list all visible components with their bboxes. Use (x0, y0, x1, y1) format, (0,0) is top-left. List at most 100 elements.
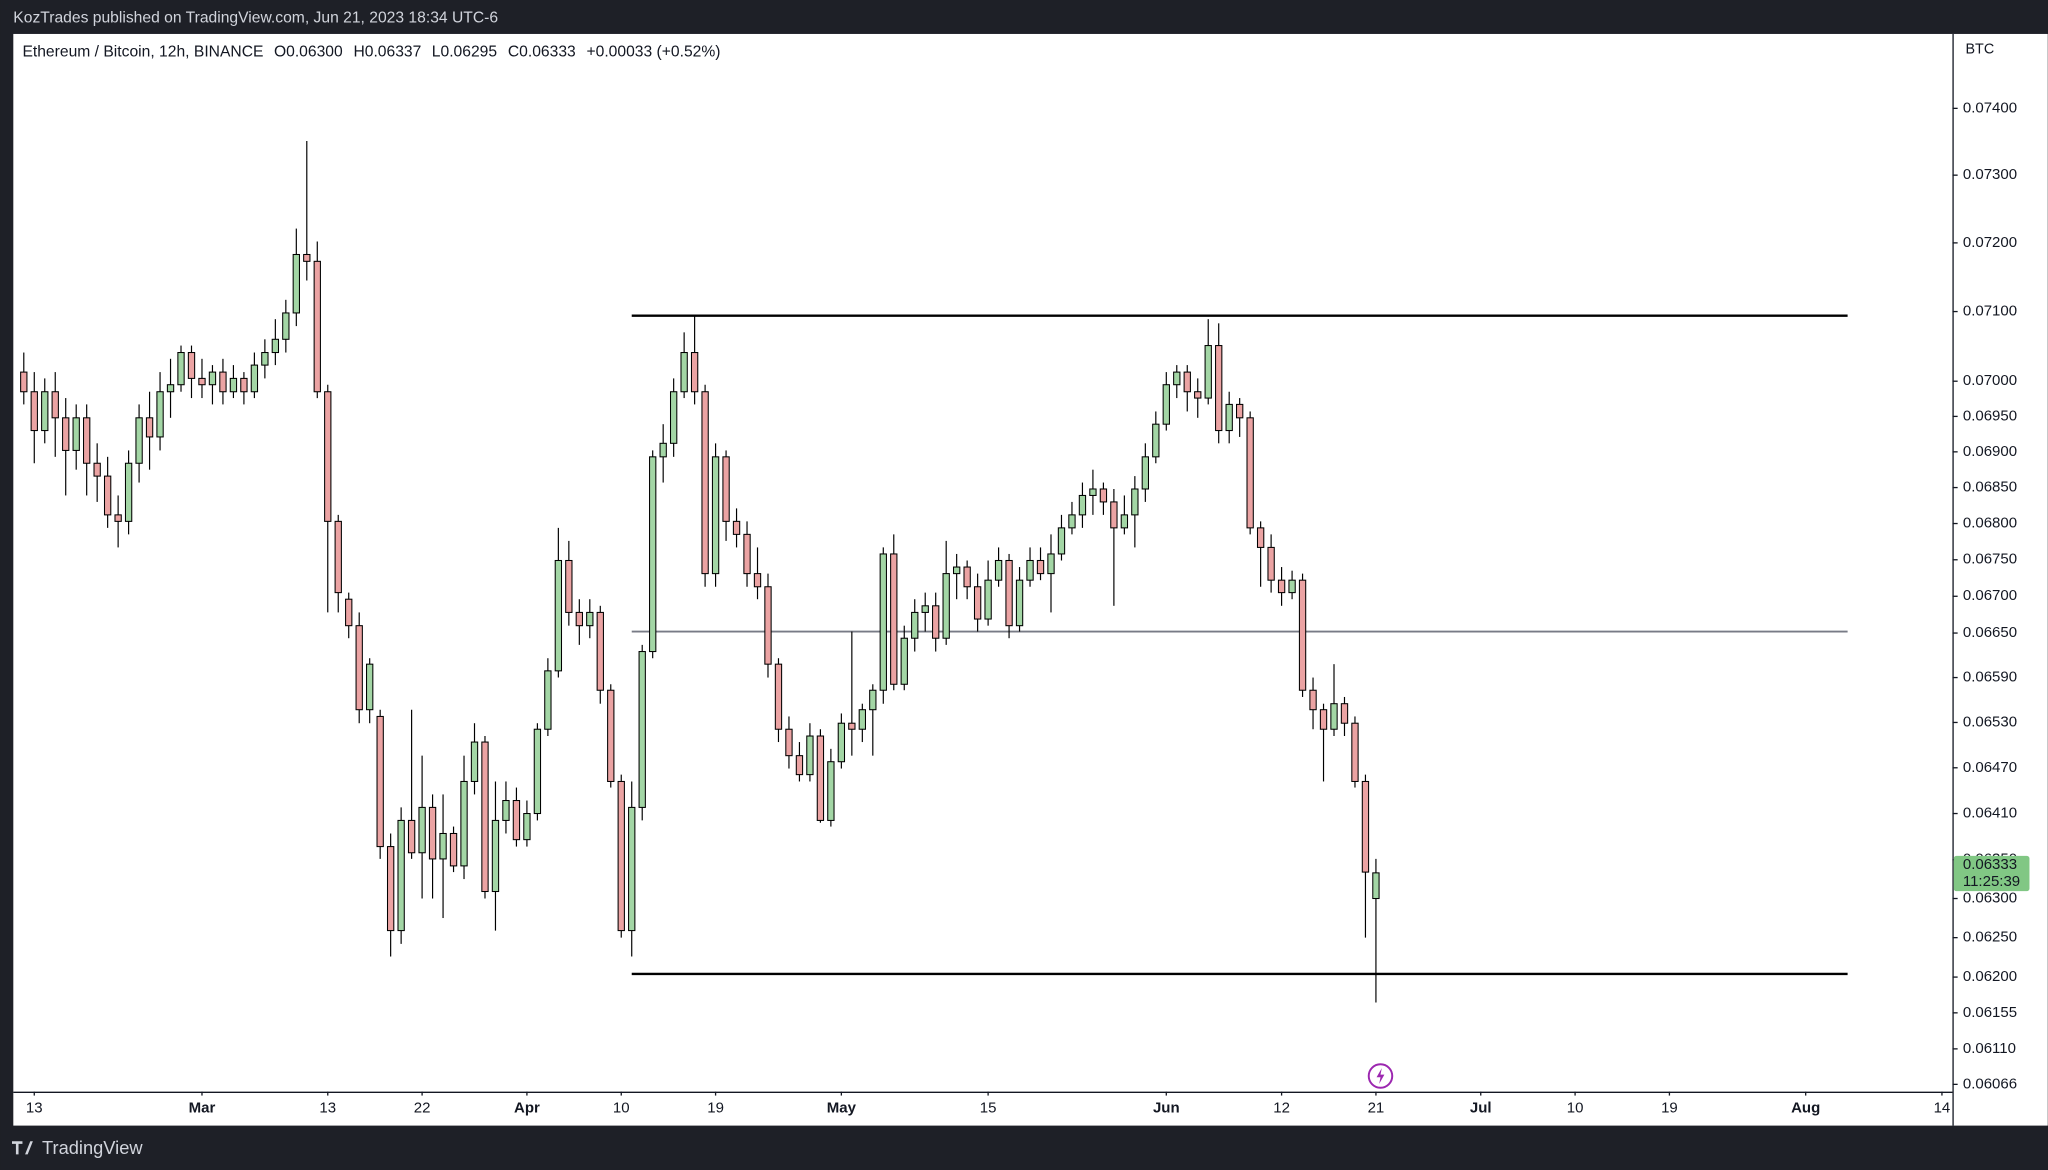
x-tick-label: 19 (1661, 1100, 1678, 1117)
candle-body (701, 391, 709, 575)
y-tick-label: 0.06800 (1963, 515, 2017, 532)
candle-body (1131, 488, 1139, 516)
candle-body (481, 741, 489, 893)
candle-body (680, 352, 688, 393)
candle-body (921, 605, 929, 613)
candle-body (439, 832, 447, 860)
candle-body (428, 806, 437, 860)
y-tick-label: 0.06590 (1963, 669, 2017, 686)
event-icon (1367, 1063, 1394, 1089)
candle-body (1068, 514, 1076, 529)
candle-body (1361, 780, 1370, 873)
candle-body (1173, 371, 1181, 386)
candle-body (407, 819, 416, 854)
candle-body (523, 813, 531, 841)
candle-body (911, 611, 919, 639)
candle-body (879, 553, 887, 691)
candle-body (932, 605, 940, 639)
y-tick-label: 0.06066 (1963, 1075, 2017, 1092)
legend-value: L0.06295 (432, 43, 498, 60)
candle-body (806, 735, 814, 776)
x-tick-label: Jul (1470, 1100, 1492, 1117)
x-tick-label: May (827, 1100, 857, 1117)
candle-body (785, 728, 793, 757)
y-tick-label: 0.07200 (1963, 234, 2017, 251)
x-tick-label: 14 (1934, 1100, 1951, 1117)
candle-body (334, 520, 342, 594)
candle-body (942, 573, 950, 639)
candle-body (271, 338, 280, 354)
candle-body (1120, 514, 1129, 529)
candle-body (366, 663, 374, 711)
y-tick-label: 0.07300 (1963, 166, 2017, 183)
legend-value: +0.00033 (+0.52%) (586, 43, 720, 60)
candle-body (460, 780, 468, 867)
candle-body (544, 670, 552, 730)
candle-body (994, 559, 1003, 581)
candle-body (1057, 527, 1066, 555)
candle-body (628, 806, 636, 932)
candle-body (1047, 553, 1055, 575)
y-tick-label: 0.06470 (1963, 759, 2017, 776)
candle-body (313, 260, 321, 393)
candle-body (743, 533, 751, 575)
legend-values: O0.06300 H0.06337 L0.06295 C0.06333 +0.00033… (274, 43, 721, 60)
candle-body (1246, 417, 1254, 529)
candle-body (292, 253, 300, 314)
candle-body (491, 819, 500, 893)
candle-body (1152, 423, 1160, 458)
candle-body (449, 832, 458, 867)
y-tick-label: 0.06650 (1963, 624, 2017, 641)
y-tick-label: 0.06110 (1963, 1040, 2016, 1057)
y-tick-label: 0.06200 (1963, 968, 2017, 985)
candle-body (764, 586, 772, 665)
x-tick-label: Mar (189, 1100, 216, 1117)
candle-body (869, 689, 877, 711)
candle-body (51, 391, 59, 419)
candle-body (890, 553, 898, 685)
logo (12, 1141, 33, 1155)
candle-body (848, 722, 856, 730)
candle-body (303, 253, 311, 262)
candle-body (187, 352, 196, 379)
candle-body (1330, 703, 1338, 730)
candle-body (973, 586, 982, 620)
header: KozTrades published on TradingView.com, … (13, 9, 498, 26)
candle-body (240, 377, 248, 393)
candle-body (397, 819, 405, 932)
candle-body (1026, 559, 1034, 581)
candle-body (1340, 703, 1349, 724)
candle-body (145, 417, 154, 438)
candle-body (83, 417, 91, 464)
candle-body (732, 520, 741, 535)
candle-body (103, 475, 112, 516)
candle-body (659, 442, 667, 458)
x-tick-label: Apr (514, 1100, 540, 1117)
candle-body (816, 735, 825, 821)
candle-body (711, 456, 720, 575)
candle-body (1298, 579, 1307, 691)
candle-body (1225, 403, 1233, 432)
candle-body (1089, 488, 1097, 496)
candle-body (261, 352, 269, 366)
candle-body (963, 566, 971, 588)
candle-body (355, 625, 363, 711)
candle-body (774, 663, 783, 730)
candle-body (1194, 391, 1202, 399)
y-tick-label: 0.07000 (1963, 372, 2017, 389)
x-tick-label: 13 (26, 1100, 43, 1117)
candle-body (1372, 872, 1380, 900)
y-tick-label: 0.07400 (1963, 99, 2017, 116)
y-tick-label: 0.06900 (1963, 443, 2017, 460)
legend-value: C0.06333 (508, 43, 576, 60)
candle-body (282, 312, 290, 340)
candle-body (858, 709, 866, 730)
x-tick-label: 10 (1567, 1100, 1584, 1117)
y-tick-label: 0.06155 (1963, 1004, 2017, 1021)
candle-body (418, 806, 426, 854)
candle-body (1256, 527, 1265, 548)
candle-body (1183, 371, 1191, 393)
candle-body (900, 637, 908, 685)
x-tick-label: 19 (707, 1100, 724, 1117)
